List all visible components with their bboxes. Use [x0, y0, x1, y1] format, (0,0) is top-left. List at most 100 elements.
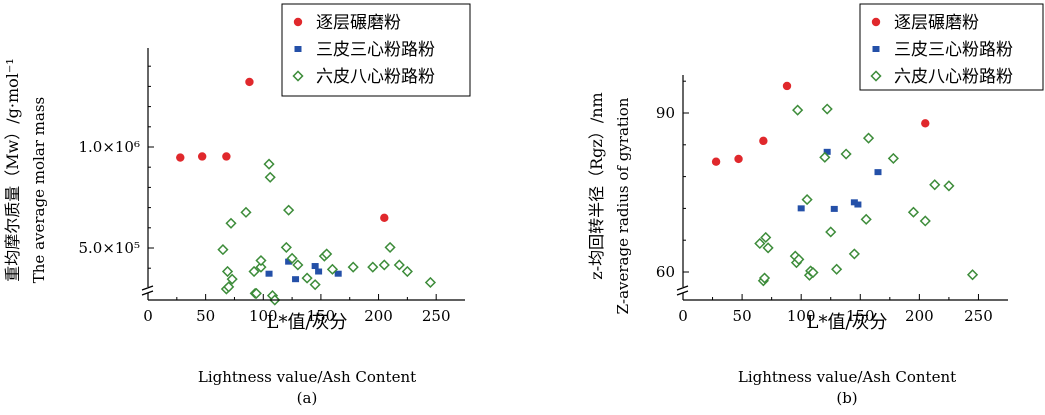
data-point: [384, 241, 396, 253]
data-point: [309, 279, 321, 291]
data-point: [840, 148, 852, 160]
data-point: [874, 169, 882, 176]
data-point: [255, 261, 267, 273]
x-tick-label: 0: [678, 307, 688, 325]
data-point: [758, 272, 771, 284]
legend-label: 六皮八心粉路粉: [894, 67, 1013, 87]
data-point: [734, 154, 743, 164]
axis-break-mark: [141, 290, 154, 296]
data-point: [754, 237, 766, 250]
data-point: [311, 263, 319, 270]
data-point: [943, 180, 955, 192]
x-tick-label: 100: [787, 307, 816, 325]
legend-label: 六皮八心粉路粉: [316, 67, 435, 87]
data-point: [848, 248, 860, 260]
x-tick-label: 50: [733, 307, 752, 325]
axis-break-mark: [141, 285, 154, 291]
data-point: [380, 213, 389, 223]
y-axis-title-en: The average molar mass: [30, 97, 48, 283]
data-point: [222, 152, 231, 161]
data-point: [821, 103, 833, 115]
data-point: [919, 215, 931, 227]
data-point: [367, 261, 379, 273]
legend-label: 逐层碾磨粉: [316, 13, 401, 33]
x-axis-title-en: Lightness value/Ash Content: [738, 368, 956, 386]
data-point: [240, 206, 252, 218]
data-point: [197, 152, 207, 161]
data-point: [921, 119, 930, 128]
y-axis-title-cn: 重均摩尔质量（Mw）/g·mol⁻¹: [3, 58, 22, 282]
data-point: [255, 254, 267, 267]
axis-break-mark: [676, 285, 689, 291]
data-point: [321, 248, 333, 260]
y-axis-title-en: Z-average radius of gyration: [614, 97, 632, 314]
x-axis-title-en: Lightness value/Ash Content: [198, 368, 416, 386]
data-point: [797, 205, 805, 212]
data-point: [793, 253, 805, 265]
legend-label: 逐层碾磨粉: [894, 13, 979, 33]
data-point: [221, 265, 234, 278]
data-point: [825, 226, 837, 238]
data-point: [907, 206, 920, 218]
legend-marker: [292, 70, 304, 82]
legend-label: 三皮三心粉路粉: [316, 40, 435, 60]
data-point: [334, 270, 342, 277]
panel-b-points: [711, 81, 979, 287]
x-tick-label: 100: [249, 307, 278, 325]
panel-a-points: [176, 77, 437, 306]
data-point: [378, 259, 390, 271]
data-point: [347, 261, 359, 273]
data-point: [966, 269, 979, 281]
legend-marker: [294, 46, 302, 52]
legend-label: 三皮三心粉路粉: [894, 40, 1013, 60]
x-tick-label: 50: [196, 307, 215, 325]
legend-box: [281, 3, 471, 97]
y-tick-label: 5.0×10⁵: [78, 239, 140, 257]
axis-break-gap: [677, 287, 689, 293]
axis-break-mark: [676, 290, 689, 296]
x-tick-label: 150: [846, 307, 875, 325]
data-point: [264, 171, 276, 183]
data-point: [819, 151, 831, 163]
data-point: [223, 281, 235, 293]
panel-b-labels: L*值/灰分 Lightness value/Ash Content (b) z-均回…: [587, 92, 956, 407]
data-point: [823, 148, 831, 155]
x-tick-label: 200: [364, 307, 393, 325]
legend-marker: [870, 70, 882, 82]
data-point: [830, 205, 838, 212]
data-point: [286, 252, 298, 264]
data-point: [301, 272, 313, 284]
panel-label: (a): [297, 389, 318, 407]
data-point: [862, 132, 875, 144]
data-point: [176, 153, 185, 162]
data-point: [217, 244, 229, 256]
data-point: [424, 276, 437, 289]
data-point: [283, 204, 295, 216]
data-point: [759, 136, 768, 146]
y-tick-label: 1.0×10⁶: [78, 138, 140, 156]
data-point: [801, 193, 813, 206]
data-point: [292, 259, 304, 271]
data-point: [226, 273, 238, 285]
y-tick-label: 60: [656, 263, 675, 281]
data-point: [326, 263, 339, 275]
data-point: [854, 201, 862, 208]
data-point: [245, 77, 254, 87]
legend-marker: [293, 17, 303, 27]
data-point: [280, 241, 292, 253]
data-point: [762, 242, 774, 254]
legend-marker: [872, 46, 880, 52]
y-axis-title-cn: z-均回转半径（Rgz）/nm: [587, 92, 606, 279]
data-point: [315, 268, 323, 275]
data-point: [225, 217, 237, 229]
panel-a-axes: 0 50 100 150 200 250 5.0×10⁵ 1.0×10⁶: [78, 48, 465, 325]
data-point: [807, 266, 819, 279]
data-point: [263, 158, 275, 170]
data-point: [393, 259, 405, 271]
panel-b-axes: 0 50 100 150 200 250 60 90: [656, 75, 1008, 325]
x-tick-label: 0: [143, 307, 153, 325]
